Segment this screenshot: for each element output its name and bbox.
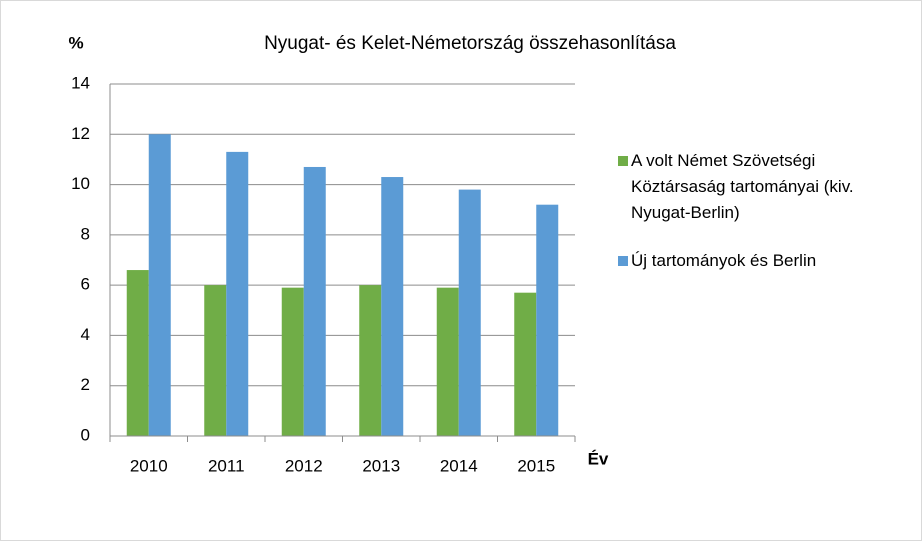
y-tick-label: 10 xyxy=(71,174,90,193)
y-tick-label: 6 xyxy=(81,275,90,294)
bar xyxy=(359,285,382,436)
y-tick-label: 0 xyxy=(81,425,90,444)
bar xyxy=(281,287,304,436)
x-tick-label: 2011 xyxy=(208,456,245,475)
bar xyxy=(226,151,249,436)
legend-item: Új tartományok és Berlin xyxy=(618,248,891,274)
bar xyxy=(381,177,404,436)
legend-label: A volt Német Szövetségi Köztársaság tart… xyxy=(631,151,854,222)
legend-item: A volt Német Szövetségi Köztársaság tart… xyxy=(618,148,891,226)
x-axis-label: Év xyxy=(588,449,609,468)
x-tick-label: 2012 xyxy=(285,456,323,475)
y-axis-label: % xyxy=(68,33,83,52)
x-tick-label: 2013 xyxy=(362,456,400,475)
bar xyxy=(148,134,171,437)
y-tick-label: 2 xyxy=(81,375,90,394)
legend-label: Új tartományok és Berlin xyxy=(631,251,817,270)
x-tick-label: 2010 xyxy=(130,456,168,475)
bar xyxy=(204,285,227,436)
y-tick-label: 8 xyxy=(81,224,90,243)
x-tick-label: 2014 xyxy=(440,456,478,475)
bar xyxy=(126,270,149,436)
legend-swatch xyxy=(618,156,628,166)
chart-title: Nyugat- és Kelet-Németország összehasonl… xyxy=(264,33,676,54)
bar xyxy=(303,166,326,436)
legend-swatch xyxy=(618,256,628,266)
y-tick-label: 12 xyxy=(71,124,90,143)
bar xyxy=(514,292,537,436)
bar xyxy=(436,287,459,436)
bar xyxy=(536,204,559,436)
x-tick-label: 2015 xyxy=(517,456,555,475)
bar xyxy=(458,189,481,436)
y-tick-label: 14 xyxy=(71,73,90,92)
y-tick-label: 4 xyxy=(81,325,90,344)
